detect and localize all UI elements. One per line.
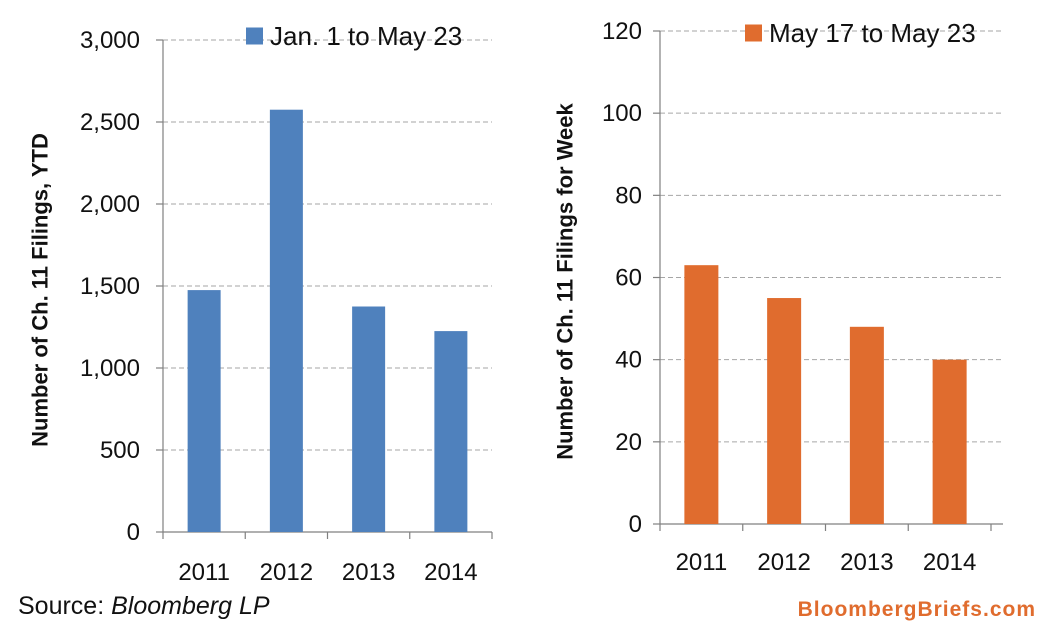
y-tick-label: 2,000 <box>80 191 140 218</box>
chart-weekly-filings: 0 20 40 60 80 100 120 2011 2012 2013 2014 Number of… <box>553 18 1003 576</box>
bar-2011 <box>187 290 221 532</box>
y-tick-label: 1,000 <box>80 355 140 382</box>
y-tick-label: 0 <box>629 511 642 538</box>
y-tick-label: 80 <box>615 182 642 209</box>
x-tick-label: 2013 <box>840 549 893 576</box>
y-tick-label: 500 <box>100 437 140 464</box>
legend-swatch <box>745 24 762 42</box>
source-name: Bloomberg LP <box>111 592 270 620</box>
source-note: Source: Bloomberg LP <box>18 592 270 621</box>
y-tick-label: 1,500 <box>80 273 140 300</box>
bar-2012 <box>269 109 303 532</box>
y-tick-label: 2,500 <box>80 109 140 136</box>
chart-ytd-filings: 0 500 1,000 1,500 2,000 2,500 3,000 2011 2012 201… <box>28 21 493 586</box>
y-tick-label: 60 <box>615 265 642 292</box>
y-tick-label: 100 <box>602 100 642 127</box>
y-tick-label: 20 <box>615 429 642 456</box>
legend-swatch <box>246 27 263 45</box>
x-tick-label: 2011 <box>676 549 728 576</box>
y-axis-title: Number of Ch. 11 Filings, YTD <box>28 133 53 447</box>
x-tick-label: 2013 <box>342 559 395 586</box>
y-tick-label: 40 <box>615 347 642 374</box>
y-tick-label: 0 <box>127 519 140 546</box>
bar-2014 <box>932 359 967 524</box>
bar-2013 <box>352 306 386 532</box>
bar-2012 <box>767 298 802 524</box>
y-tick-label: 120 <box>602 18 642 45</box>
bar-2014 <box>434 331 468 532</box>
legend-label: May 17 to May 23 <box>769 18 976 48</box>
source-prefix: Source: <box>18 592 112 620</box>
brand-watermark: BloombergBriefs.com <box>797 598 1036 621</box>
legend-label: Jan. 1 to May 23 <box>270 21 462 51</box>
x-tick-label: 2014 <box>923 549 976 576</box>
x-tick-label: 2012 <box>260 559 313 586</box>
bar-2013 <box>849 326 884 524</box>
y-tick-label: 3,000 <box>80 27 140 54</box>
x-tick-label: 2012 <box>757 549 810 576</box>
y-axis-title: Number of Ch. 11 Filings for Week <box>553 102 578 459</box>
bar-2011 <box>684 265 719 524</box>
x-tick-label: 2014 <box>424 559 477 586</box>
x-tick-label: 2011 <box>178 559 230 586</box>
